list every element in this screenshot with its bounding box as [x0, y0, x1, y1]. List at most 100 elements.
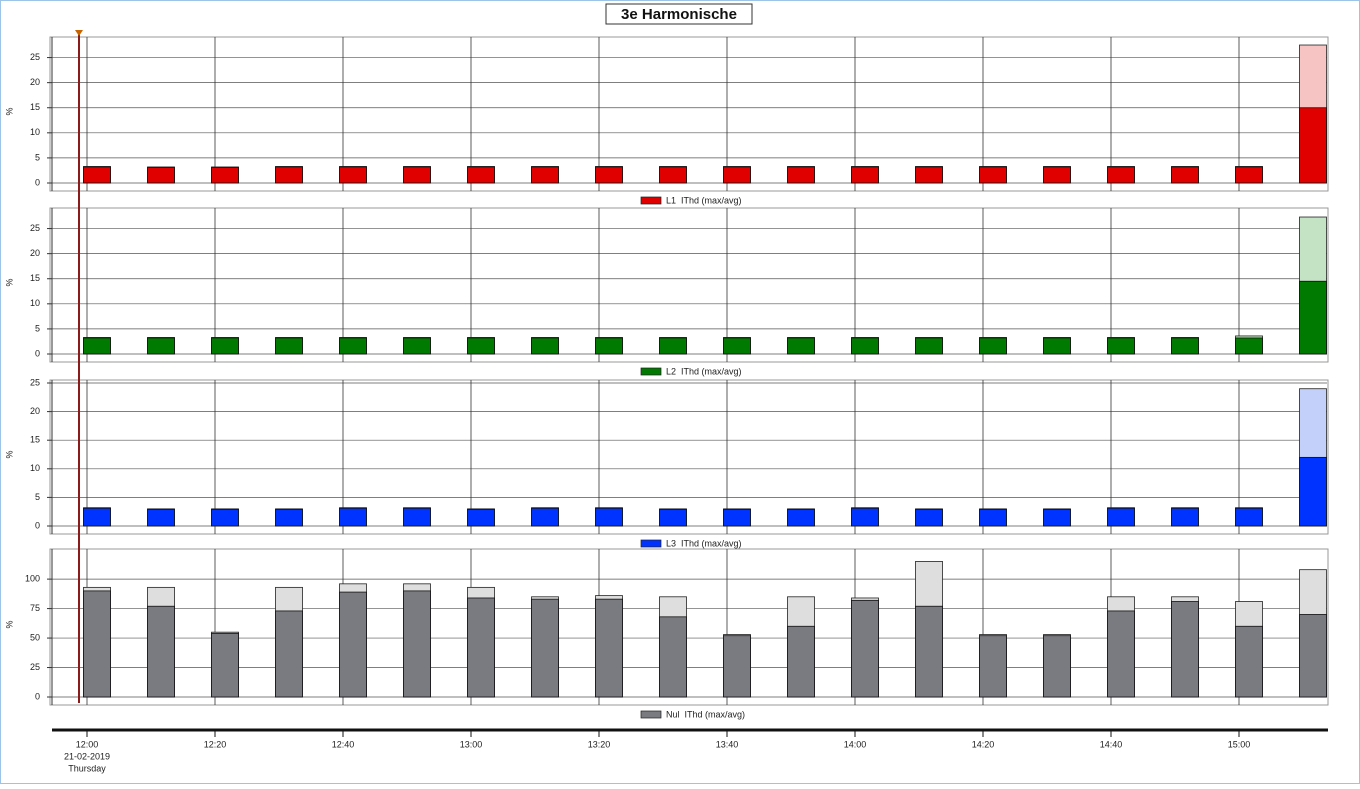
avg-bar [787, 166, 815, 184]
avg-bar [851, 166, 879, 184]
avg-bar [531, 337, 559, 355]
x-tick-label: 14:40 [1100, 739, 1123, 749]
avg-bar [1299, 456, 1327, 527]
avg-bar [787, 625, 815, 698]
avg-bar [467, 166, 495, 184]
plot-frame [49, 36, 1329, 192]
avg-bar [595, 166, 623, 184]
y-tick-label: 25 [30, 223, 40, 233]
plot-frame [49, 379, 1329, 535]
avg-bar [211, 167, 239, 184]
avg-bar [1043, 635, 1071, 698]
day-label: Thursday [68, 763, 106, 773]
plot-frame [49, 548, 1329, 706]
avg-bar [147, 337, 175, 355]
y-tick-label: 25 [30, 377, 40, 387]
x-tick-label: 12:40 [332, 739, 355, 749]
y-tick-label: 75 [30, 603, 40, 613]
y-tick-label: 0 [35, 348, 40, 358]
avg-bar [915, 605, 943, 698]
avg-bar [275, 166, 303, 184]
avg-bar [339, 591, 367, 698]
x-tick-label: 13:00 [460, 739, 483, 749]
avg-bar [1235, 625, 1263, 698]
avg-bar [83, 507, 111, 527]
avg-bar [467, 509, 495, 527]
x-tick-label: 15:00 [1228, 739, 1251, 749]
y-tick-label: 15 [30, 273, 40, 283]
y-tick-label: 20 [30, 406, 40, 416]
avg-bar [595, 507, 623, 527]
avg-bar [979, 337, 1007, 355]
avg-bar [979, 635, 1007, 698]
avg-bar [595, 598, 623, 698]
avg-bar [1235, 166, 1263, 184]
legend-label: L2 IThd (max/avg) [666, 366, 742, 376]
avg-bar [787, 337, 815, 355]
avg-bar [275, 337, 303, 355]
avg-bar [787, 509, 815, 527]
y-tick-label: 25 [30, 662, 40, 672]
avg-bar [531, 166, 559, 184]
avg-bar [467, 337, 495, 355]
legend-label: L1 IThd (max/avg) [666, 195, 742, 205]
date-label: 21-02-2019 [64, 751, 110, 761]
y-tick-label: 10 [30, 127, 40, 137]
avg-bar [211, 509, 239, 527]
avg-bar [83, 166, 111, 184]
y-tick-label: 20 [30, 77, 40, 87]
legend-label: Nul IThd (max/avg) [666, 709, 745, 719]
x-tick-label: 14:00 [844, 739, 867, 749]
y-tick-label: 25 [30, 52, 40, 62]
x-tick-label: 14:20 [972, 739, 995, 749]
y-tick-label: 0 [35, 520, 40, 530]
avg-bar [1107, 507, 1135, 527]
x-tick-label: 13:20 [588, 739, 611, 749]
avg-bar [339, 337, 367, 355]
avg-bar [467, 597, 495, 698]
avg-bar [979, 166, 1007, 184]
avg-bar [339, 166, 367, 184]
avg-bar [275, 610, 303, 698]
plot-frame [49, 207, 1329, 363]
avg-bar [1171, 166, 1199, 184]
y-tick-label: 5 [35, 152, 40, 162]
avg-bar [723, 337, 751, 355]
avg-bar [1299, 614, 1327, 698]
avg-bar [275, 509, 303, 527]
avg-bar [83, 337, 111, 355]
avg-bar [979, 509, 1007, 527]
avg-bar [659, 337, 687, 355]
avg-bar [659, 616, 687, 698]
avg-bar [1107, 166, 1135, 184]
y-tick-label: 20 [30, 248, 40, 258]
avg-bar [1107, 337, 1135, 355]
title-box [605, 3, 753, 25]
avg-bar [915, 509, 943, 527]
avg-bar [403, 337, 431, 355]
y-tick-label: 15 [30, 102, 40, 112]
avg-bar [1235, 337, 1263, 355]
avg-bar [1171, 337, 1199, 355]
avg-bar [531, 507, 559, 527]
avg-bar [403, 590, 431, 698]
y-axis-label: % [4, 620, 14, 628]
y-axis-label: % [4, 107, 14, 115]
avg-bar [1299, 280, 1327, 355]
avg-bar [915, 166, 943, 184]
avg-bar [659, 166, 687, 184]
y-tick-label: 0 [35, 177, 40, 187]
avg-bar [723, 166, 751, 184]
avg-bar [147, 605, 175, 698]
avg-bar [339, 507, 367, 527]
legend-swatch [640, 710, 662, 719]
avg-bar [1171, 507, 1199, 527]
chart-title: 3e Harmonische [621, 6, 737, 23]
x-tick-label: 12:00 [76, 739, 99, 749]
avg-bar [915, 337, 943, 355]
cursor-marker [75, 30, 83, 36]
avg-bar [723, 509, 751, 527]
legend-label: L3 IThd (max/avg) [666, 538, 742, 548]
avg-bar [1171, 601, 1199, 698]
